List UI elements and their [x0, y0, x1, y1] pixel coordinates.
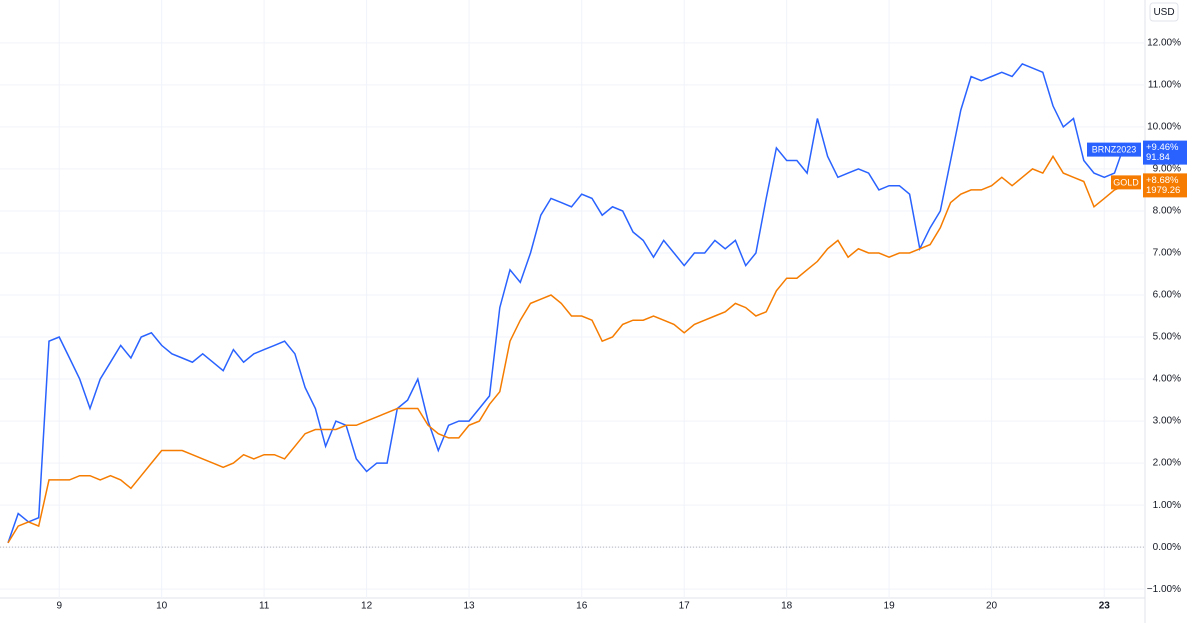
x-tick-label: 11	[259, 601, 270, 612]
price-tag	[1143, 140, 1187, 165]
price-tag-price: 91.84	[1146, 152, 1170, 163]
x-tick-label: 20	[986, 601, 998, 612]
name-tag	[1087, 142, 1141, 157]
y-tick-label: 10.00%	[1147, 122, 1181, 133]
x-tick-label: 9	[56, 601, 62, 612]
y-tick-label: 8.00%	[1153, 206, 1181, 217]
y-tick-label: 1.00%	[1153, 500, 1181, 511]
y-tick-label: 3.00%	[1153, 416, 1181, 427]
currency-box[interactable]	[1149, 2, 1179, 22]
x-tick-label: 23	[1099, 601, 1111, 612]
currency: USD	[1153, 7, 1174, 18]
name-tag-label: GOLD	[1113, 177, 1139, 187]
x-tick-label: 13	[463, 601, 475, 612]
y-tick-label: 11.00%	[1148, 80, 1181, 91]
y-tick-label: 6.00%	[1153, 290, 1181, 301]
x-tick-label: 19	[884, 601, 896, 612]
y-tick-label: −1.00%	[1147, 584, 1181, 595]
series-line	[7, 154, 1136, 544]
y-tick-label: 0.00%	[1153, 542, 1181, 553]
x-tick-label: 17	[679, 601, 691, 612]
name-tag-label: BRNZ2023	[1092, 144, 1137, 154]
x-tick-label: 12	[361, 601, 373, 612]
y-tick-label: 12.00%	[1147, 38, 1181, 49]
y-tick-label: 2.00%	[1153, 458, 1181, 469]
y-tick-label: 5.00%	[1153, 332, 1181, 343]
y-tick-label: 9.00%	[1153, 164, 1181, 175]
grid	[0, 0, 1145, 598]
price-tag-pct: +9.46%	[1146, 142, 1179, 153]
price-tag-pct: +8.68%	[1146, 175, 1179, 186]
series-line	[7, 62, 1136, 544]
price-tag	[1143, 173, 1187, 198]
x-tick-label: 10	[156, 601, 168, 612]
y-tick-label: 4.00%	[1153, 374, 1181, 385]
y-tick-label: 7.00%	[1153, 248, 1181, 259]
price-tag-price: 1979.26	[1146, 185, 1180, 196]
x-tick-label: 18	[781, 601, 793, 612]
x-tick-label: 16	[576, 601, 588, 612]
name-tag	[1111, 175, 1141, 190]
